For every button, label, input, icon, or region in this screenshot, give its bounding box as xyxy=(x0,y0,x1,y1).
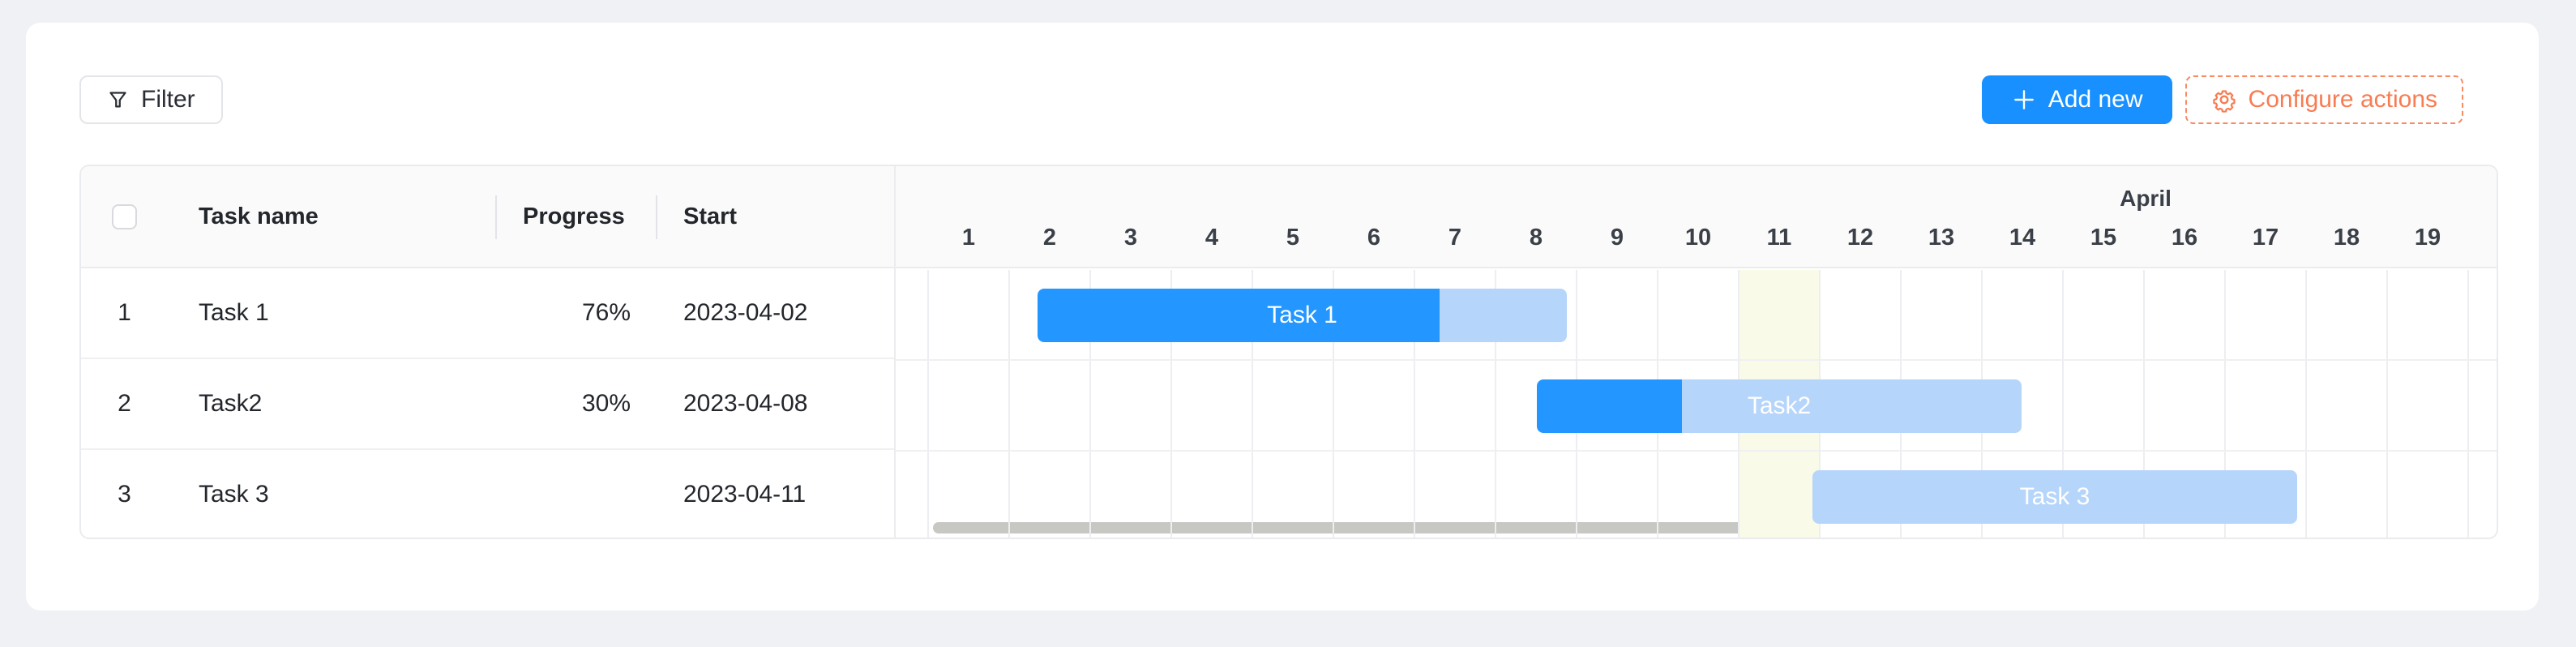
timeline-day-label: 4 xyxy=(1205,225,1219,251)
table-row[interactable]: 1 Task 1 76% 2023-04-02 xyxy=(81,268,894,359)
timeline-day-label: 17 xyxy=(2252,225,2279,251)
timeline-day-label: 6 xyxy=(1367,225,1381,251)
start-date-cell: 2023-04-08 xyxy=(683,390,808,417)
day-gridline xyxy=(1252,270,1253,538)
task-name-cell: Task 1 xyxy=(199,299,269,326)
row-number-cell: 1 xyxy=(118,299,131,326)
gantt-task-bar[interactable]: Task 1 xyxy=(1038,289,1567,342)
table-row[interactable]: 2 Task2 30% 2023-04-08 xyxy=(81,359,894,450)
row-number-cell: 3 xyxy=(118,481,131,508)
timeline-day-label: 3 xyxy=(1123,225,1138,251)
timeline-day-label: 1 xyxy=(961,225,976,251)
gantt-timeline-header: April 1 2 3 4 5 6 7 8 9 10 11 12 13 14 15 16 17 18 19 xyxy=(896,166,2497,268)
day-gridline xyxy=(1170,270,1172,538)
column-header-progress: Progress xyxy=(523,203,625,229)
column-header-start: Start xyxy=(683,203,738,229)
funnel-icon xyxy=(107,89,129,111)
configure-actions-button[interactable]: Configure actions xyxy=(2184,75,2463,124)
day-gridline xyxy=(1414,270,1415,538)
row-number-cell: 2 xyxy=(118,390,131,417)
gantt-task-bar-progress xyxy=(1537,379,1683,433)
day-gridline xyxy=(2305,270,2307,538)
timeline-day-label: 18 xyxy=(2333,225,2360,251)
gantt-table-container: Task name Progress Start 1 Task 1 76% 2023-… xyxy=(79,165,2498,539)
filter-button-label: Filter xyxy=(141,86,195,113)
timeline-day-label: 7 xyxy=(1448,225,1462,251)
select-all-checkbox[interactable] xyxy=(112,204,137,229)
gantt-task-bar[interactable]: Task 3 xyxy=(1812,470,2297,524)
toolbar-right: Add new Configure actions xyxy=(1981,75,2463,124)
day-gridline xyxy=(1008,270,1010,538)
progress-cell: 76% xyxy=(581,299,631,326)
select-all-cell xyxy=(81,166,168,267)
configure-actions-button-label: Configure actions xyxy=(2248,86,2437,113)
timeline-day-label: 2 xyxy=(1042,225,1057,251)
add-new-button[interactable]: Add new xyxy=(1981,75,2172,124)
task-list-header: Task name Progress Start xyxy=(81,166,894,268)
day-gridline xyxy=(2386,270,2388,538)
gantt-task-bar-progress xyxy=(1038,289,1440,342)
gantt-chart-pane: April 1 2 3 4 5 6 7 8 9 10 11 12 13 14 15 16 17 18 19 Task… xyxy=(896,166,2497,538)
timeline-month-label: April xyxy=(2120,186,2172,211)
filter-button[interactable]: Filter xyxy=(79,75,223,124)
column-divider xyxy=(495,195,497,239)
timeline-day-label: 11 xyxy=(1766,225,1792,251)
timeline-day-label: 16 xyxy=(2171,225,2198,251)
chart-row-divider xyxy=(896,450,2497,452)
day-gridline xyxy=(2224,270,2226,538)
gantt-task-bar-label: Task 1 xyxy=(1267,302,1337,328)
task-rows: 1 Task 1 76% 2023-04-02 2 Task2 30% 2023-04-08 3… xyxy=(81,268,894,538)
progress-cell xyxy=(495,450,631,538)
task-name-cell: Task2 xyxy=(199,390,263,417)
chart-row-divider xyxy=(896,359,2497,361)
timeline-day-label: 8 xyxy=(1529,225,1543,251)
timeline-day-label: 19 xyxy=(2414,225,2441,251)
timeline-day-label: 13 xyxy=(1928,225,1955,251)
plus-icon xyxy=(2011,87,2037,113)
day-gridline xyxy=(1333,270,1334,538)
day-gridline xyxy=(2467,270,2469,538)
timeline-day-label: 12 xyxy=(1846,225,1874,251)
timeline-day-label: 9 xyxy=(1610,225,1624,251)
add-new-button-label: Add new xyxy=(2048,86,2143,113)
gantt-task-bar[interactable]: Task2 xyxy=(1537,379,2022,433)
table-row[interactable]: 3 Task 3 2023-04-11 xyxy=(81,450,894,538)
gear-icon xyxy=(2211,87,2237,113)
day-gridline xyxy=(927,270,929,538)
day-gridline xyxy=(1495,270,1496,538)
day-gridline xyxy=(2062,270,2064,538)
column-header-task-name: Task name xyxy=(199,203,319,229)
timeline-day-label: 10 xyxy=(1684,225,1712,251)
timeline-day-label: 5 xyxy=(1286,225,1300,251)
day-gridline xyxy=(1089,270,1091,538)
timeline-day-label: 15 xyxy=(2090,225,2117,251)
gantt-task-bar-label: Task2 xyxy=(1747,392,1812,419)
start-date-cell: 2023-04-02 xyxy=(683,299,808,326)
start-date-cell: 2023-04-11 xyxy=(683,481,807,508)
column-divider xyxy=(656,195,657,239)
horizontal-scrollbar-thumb[interactable] xyxy=(933,522,1756,533)
task-name-cell: Task 3 xyxy=(199,481,269,508)
progress-cell: 30% xyxy=(581,390,631,417)
timeline-day-label: 14 xyxy=(2009,225,2036,251)
task-list-pane: Task name Progress Start 1 Task 1 76% 2023-… xyxy=(81,166,896,538)
day-gridline xyxy=(2143,270,2145,538)
gantt-view-card: Filter Add new Configure actions xyxy=(26,23,2539,611)
gantt-task-bar-label: Task 3 xyxy=(2019,483,2090,510)
